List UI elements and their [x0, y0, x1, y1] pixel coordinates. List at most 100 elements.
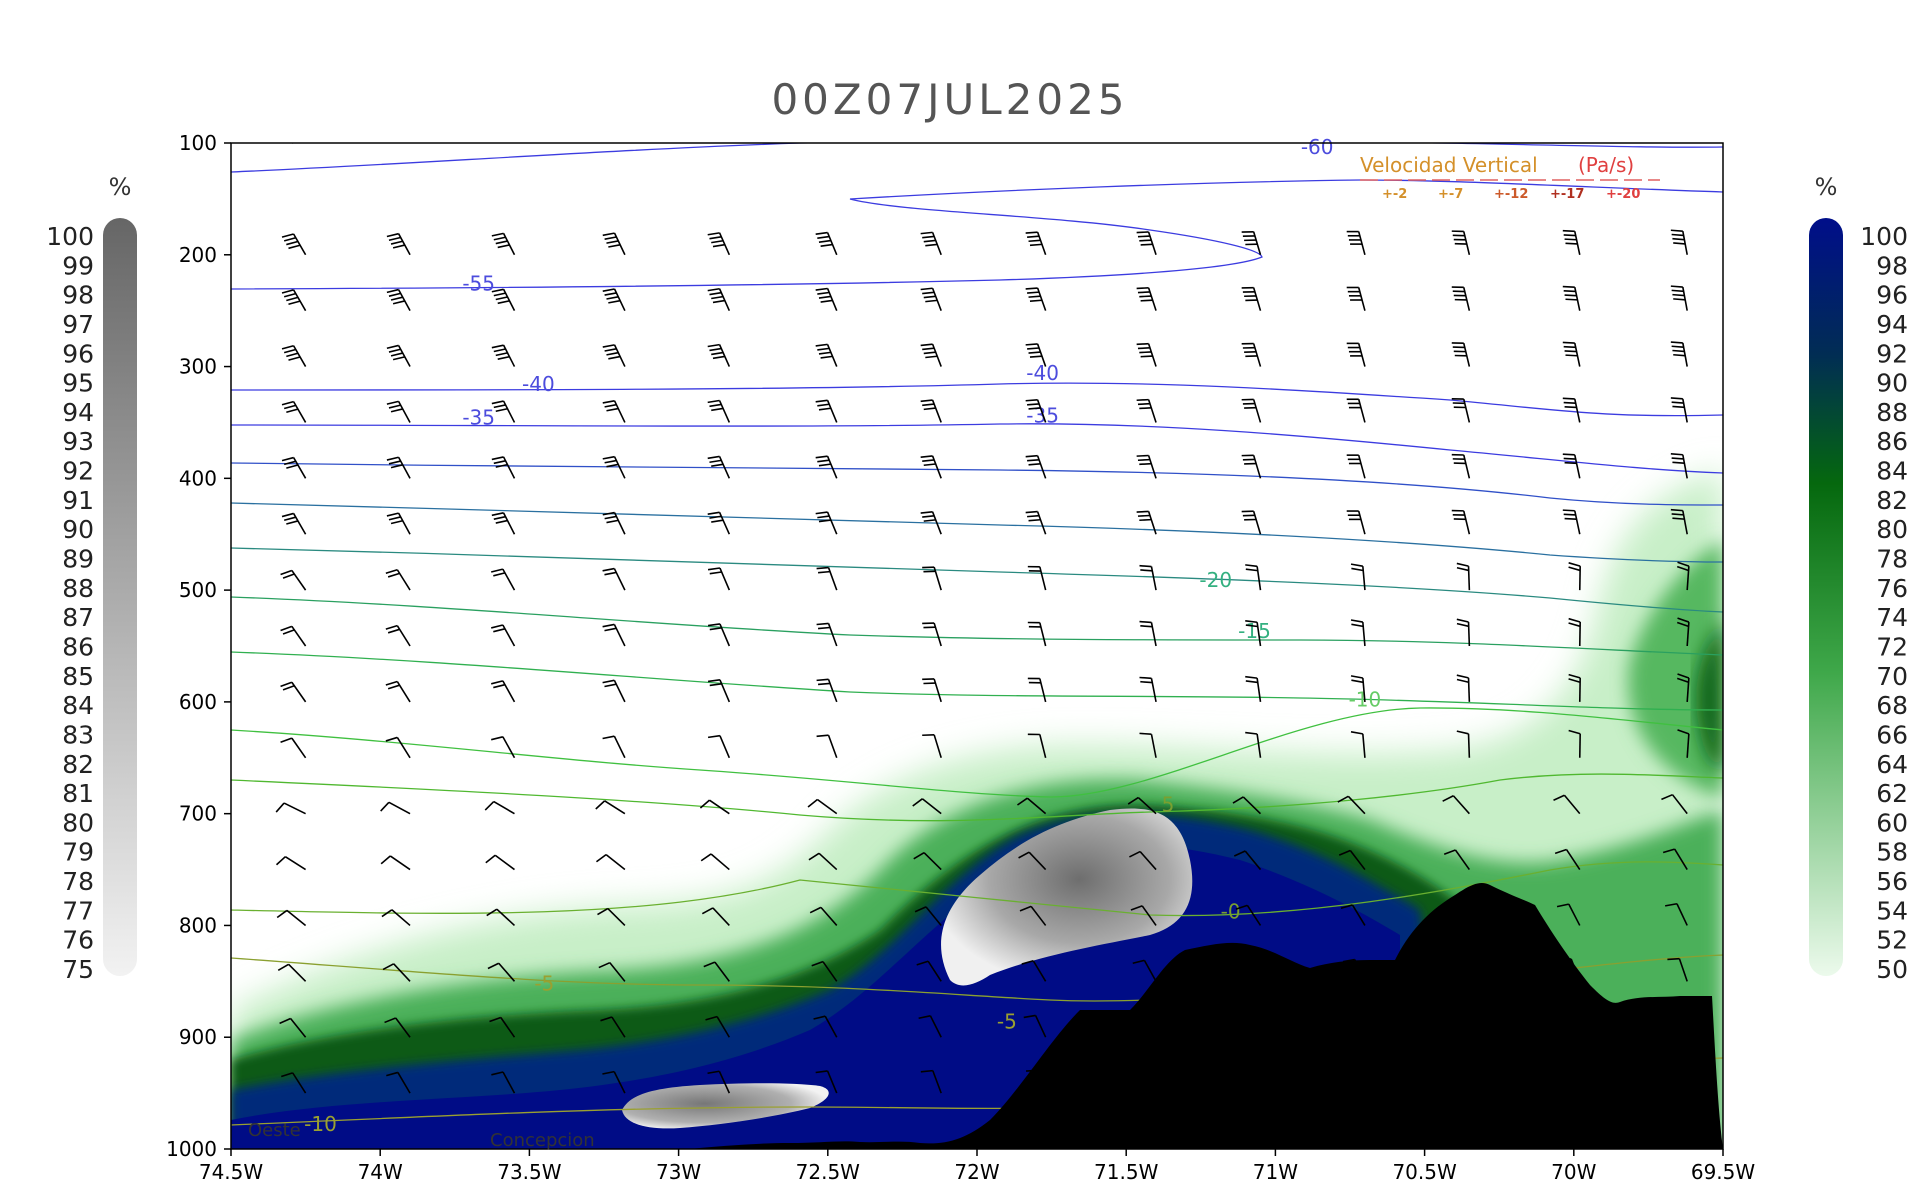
wind-barb — [385, 680, 411, 703]
wind-barb — [386, 456, 411, 479]
humidity-dark-green-east — [1696, 620, 1723, 772]
colorbar-label: 96 — [62, 339, 94, 368]
wind-barb — [816, 622, 838, 647]
wind-barb — [513, 143, 515, 144]
colorbar-label: 81 — [62, 779, 94, 808]
wind-barb — [922, 566, 942, 591]
colorbar-label: 94 — [1876, 310, 1908, 339]
wind-barb — [1136, 510, 1157, 535]
wind-barb — [920, 287, 942, 311]
chart-title: 00Z07JUL2025 — [771, 75, 1128, 124]
colorbar-label: 66 — [1876, 720, 1908, 749]
wind-barb — [380, 855, 411, 871]
colorbar-label: 100 — [1860, 222, 1908, 251]
isotherm-30 — [231, 462, 1723, 506]
wind-barb — [624, 143, 625, 144]
wind-barb — [1456, 674, 1471, 702]
wind-barb — [1025, 287, 1047, 311]
wind-barb — [1136, 287, 1157, 311]
wind-barb — [281, 1072, 307, 1094]
wind-barb — [707, 679, 731, 703]
wind-barb — [1456, 562, 1471, 591]
wind-barb — [602, 344, 626, 367]
colorbar-label: 79 — [62, 838, 94, 867]
wind-barb — [920, 455, 942, 479]
wind-barb — [281, 344, 307, 367]
wind-barb — [1027, 733, 1047, 758]
wind-barb — [597, 907, 626, 927]
colorbar-label: 88 — [62, 574, 94, 603]
wind-barb — [707, 287, 731, 311]
wind-barb — [1350, 619, 1366, 647]
wind-barb — [1155, 143, 1157, 144]
x-tick-label: 71W — [1253, 1160, 1298, 1184]
wind-barb — [816, 566, 838, 591]
wind-barb — [1346, 454, 1366, 479]
wind-barb — [1553, 794, 1581, 815]
wind-barb — [491, 288, 516, 312]
wind-barb — [1562, 229, 1581, 255]
wind-barb — [1340, 904, 1366, 926]
wind-barb — [491, 736, 516, 759]
wind-barb — [1241, 286, 1262, 311]
wind-barb — [1686, 143, 1688, 144]
wind-barb — [595, 800, 626, 815]
wind-barb — [1259, 143, 1261, 144]
colorbar-label: 74 — [1876, 603, 1908, 632]
left-colorbar-unit: % — [109, 173, 132, 201]
x-tick-label: 72.5W — [796, 1160, 861, 1184]
wind-barbs — [275, 143, 1690, 1094]
wind-barb — [280, 737, 307, 759]
wind-barb — [1456, 730, 1471, 758]
wind-barb — [705, 1015, 731, 1038]
x-tick-label: 69.5W — [1691, 1160, 1756, 1184]
wind-barb — [1670, 397, 1688, 423]
wind-barb — [386, 344, 411, 367]
isotherm-label: -15 — [1238, 619, 1271, 643]
wind-barb — [1025, 454, 1047, 479]
wind-barb — [491, 400, 516, 423]
colorbar-label: 87 — [62, 603, 94, 632]
temperature-contour-labels: -60-55-40 -40-35 -35-20-15-105-0-5-5-10 — [304, 135, 1381, 1136]
wind-barb — [808, 852, 838, 871]
wind-barb — [281, 289, 307, 312]
wind-barb — [280, 569, 307, 591]
wind-barb — [1016, 797, 1047, 815]
wind-barb — [1025, 343, 1047, 367]
wind-barb — [1677, 729, 1690, 758]
wind-barb — [381, 909, 411, 927]
isotherm-label: -35 — [462, 406, 495, 430]
colorbar-label: 84 — [1876, 457, 1908, 486]
wind-barb — [1350, 563, 1366, 591]
wind-barb — [815, 511, 838, 535]
wind-barb — [279, 1017, 307, 1038]
wind-barb — [701, 907, 730, 926]
wind-barb — [815, 231, 838, 256]
wind-barb — [1025, 399, 1047, 423]
colorbar-label: 62 — [1876, 779, 1908, 808]
wind-barb — [707, 232, 731, 256]
isotherm-label: -5 — [534, 971, 554, 995]
wind-barb — [280, 625, 307, 647]
wind-barb — [1044, 143, 1046, 144]
place-label-west: Oeste — [248, 1120, 301, 1141]
wind-barb — [491, 680, 516, 703]
wind-barb — [815, 399, 838, 423]
wind-barb — [1670, 285, 1688, 311]
wind-barb — [1562, 341, 1581, 367]
isotherm-label: 5 — [1162, 792, 1175, 816]
wind-barb — [1451, 342, 1471, 367]
wind-barb — [386, 288, 411, 312]
wind-barb — [1456, 618, 1471, 647]
wind-barb — [1241, 398, 1262, 423]
wind-barb — [707, 511, 731, 535]
colorbar-label: 89 — [62, 545, 94, 574]
wind-barb — [1136, 454, 1157, 479]
wind-barb — [1241, 342, 1262, 367]
wind-barb — [707, 399, 731, 423]
x-tick-label: 70W — [1551, 1160, 1596, 1184]
colorbar-label: 80 — [62, 808, 94, 837]
wind-barb — [484, 800, 515, 815]
wind-barb — [487, 962, 516, 982]
